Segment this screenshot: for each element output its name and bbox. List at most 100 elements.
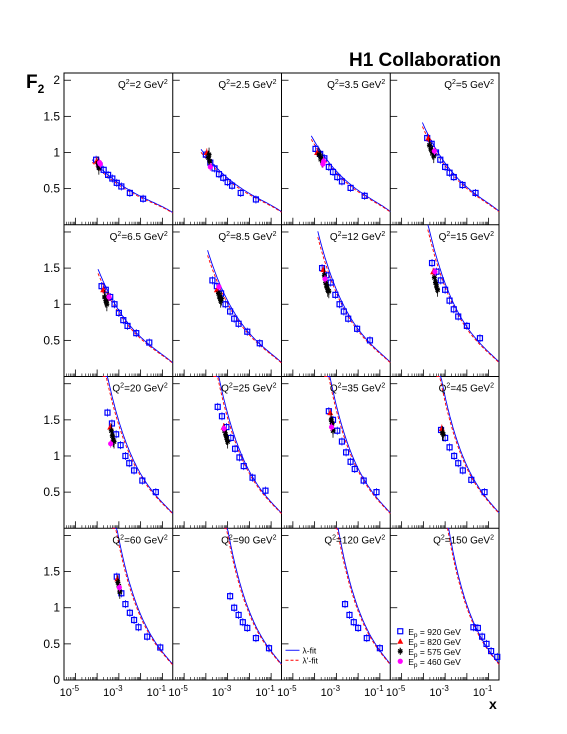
data-point-575 — [323, 282, 329, 290]
data-point-920 — [450, 173, 457, 181]
data-point-460 — [116, 584, 122, 591]
q2-label: Q2=25 GeV2 — [221, 383, 276, 395]
lambda-fit-line — [207, 250, 282, 363]
data-point-920 — [342, 449, 350, 456]
data-point-575 — [440, 430, 446, 438]
x-tick-label: 10-5 — [168, 684, 188, 699]
data-point-920 — [334, 173, 341, 181]
y-tick-label: 2 — [53, 73, 60, 87]
data-point-920 — [146, 339, 153, 346]
data-point-920 — [252, 634, 260, 642]
data-point-920 — [446, 297, 453, 304]
data-point-920 — [126, 460, 133, 467]
data-point-920 — [100, 166, 107, 173]
lambda-fit-line — [97, 269, 174, 364]
data-point-920 — [133, 330, 140, 337]
data-point-575 — [431, 152, 437, 160]
y-tick-label: 1.5 — [43, 109, 60, 123]
y-tick-label: 1 — [53, 145, 60, 159]
data-point-920 — [105, 171, 112, 178]
data-point-460 — [431, 148, 437, 154]
data-point-920 — [347, 458, 354, 465]
fit-legend-label: λ'-fit — [303, 655, 319, 665]
data-point-920 — [239, 619, 246, 626]
data-point-920 — [218, 413, 226, 420]
data-point-920 — [442, 163, 449, 171]
y-axis-label: F2 — [26, 72, 45, 96]
q2-label: Q2=12 GeV2 — [330, 231, 385, 243]
data-point-920 — [130, 467, 138, 474]
data-point-920 — [483, 640, 490, 647]
data-point-920 — [111, 301, 118, 308]
data-point-920 — [236, 454, 243, 461]
lambda-prime-fit-line — [427, 229, 500, 363]
data-point-920 — [214, 403, 221, 410]
data-point-920 — [108, 420, 116, 427]
data-point-920 — [494, 653, 501, 660]
lambda-prime-fit-line — [335, 527, 391, 665]
data-point-920 — [231, 604, 238, 611]
data-point-920 — [437, 156, 444, 163]
lambda-fit-line — [213, 376, 282, 514]
q2-label: Q2=2 GeV2 — [118, 79, 168, 91]
data-point-920 — [354, 325, 361, 332]
data-point-920 — [256, 340, 263, 347]
data-point-920 — [220, 174, 227, 181]
q2-label: Q2=35 GeV2 — [330, 383, 385, 395]
data-point-920 — [113, 179, 120, 186]
lambda-prime-fit-line — [310, 139, 391, 213]
x-tick-label: 10-5 — [386, 684, 406, 699]
data-point-920 — [140, 195, 147, 202]
q2-label: Q2=90 GeV2 — [221, 534, 276, 546]
data-point-920 — [329, 168, 337, 176]
data-point-460 — [432, 269, 438, 275]
data-point-575 — [435, 286, 441, 294]
data-point-920 — [118, 183, 125, 190]
x-tick-label: 10-1 — [147, 684, 167, 699]
data-point-460 — [322, 276, 328, 282]
data-point-920 — [363, 634, 370, 642]
data-point-920 — [360, 477, 367, 484]
data-point-920 — [135, 624, 142, 631]
data-point-820 — [327, 409, 334, 416]
lambda-prime-fit-line — [97, 273, 174, 364]
data-point-920 — [244, 624, 251, 632]
data-point-920 — [373, 489, 380, 496]
x-tick-label: 10-3 — [103, 684, 123, 699]
data-point-920 — [366, 337, 374, 344]
lambda-fit-line — [102, 376, 174, 514]
lambda-fit-line — [200, 149, 282, 213]
x-axis-label: x — [489, 696, 497, 712]
data-point-920 — [227, 308, 234, 315]
q2-label: Q2=45 GeV2 — [439, 383, 494, 395]
data-point-575 — [111, 438, 117, 446]
data-point-920 — [474, 624, 481, 632]
data-point-575 — [109, 432, 115, 440]
data-point-920 — [139, 477, 146, 484]
y-tick-label: 1.5 — [43, 565, 60, 579]
y-tick-label: 1 — [53, 601, 60, 615]
q2-label: Q2=60 GeV2 — [112, 534, 167, 546]
lambda-prime-fit-line — [102, 376, 174, 515]
lambda-fit-line — [335, 527, 391, 665]
lambda-prime-fit-line — [224, 527, 282, 666]
data-point-920 — [376, 645, 383, 652]
data-point-820 — [320, 266, 327, 273]
x-tick-label: 10-5 — [60, 684, 80, 699]
data-point-920 — [252, 196, 260, 203]
legend-marker — [397, 638, 404, 644]
lambda-fit-line — [427, 224, 500, 363]
data-point-575 — [215, 289, 221, 297]
data-point-820 — [425, 135, 432, 141]
q2-label: Q2=20 GeV2 — [112, 383, 167, 395]
q2-label: Q2=150 GeV2 — [433, 534, 494, 546]
data-point-575 — [103, 297, 109, 305]
lambda-fit-line — [446, 527, 500, 664]
data-point-575 — [426, 141, 432, 149]
data-point-920 — [437, 277, 444, 284]
data-point-920 — [122, 601, 129, 608]
legend-label: Ep = 920 GeV — [408, 627, 461, 639]
y-tick-label: 0.5 — [43, 637, 60, 651]
data-point-920 — [347, 184, 354, 191]
data-point-460 — [108, 441, 114, 447]
